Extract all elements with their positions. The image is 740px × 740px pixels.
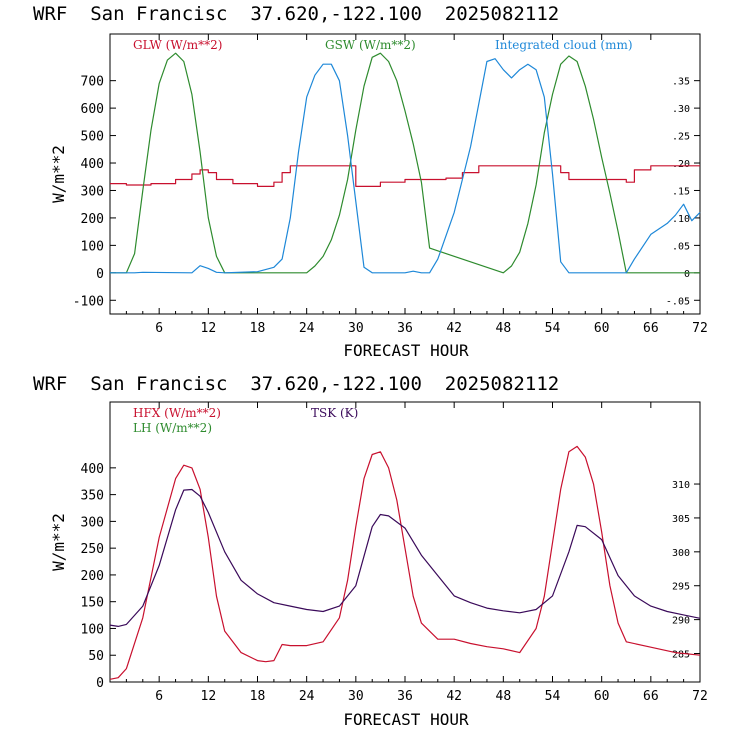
y-tick-label: 250 xyxy=(81,542,104,557)
x-tick-label: 6 xyxy=(155,689,163,704)
x-tick-label: 72 xyxy=(692,689,708,704)
x-tick-label: 66 xyxy=(643,321,659,336)
y-tick-label: 500 xyxy=(81,130,104,145)
y2-tick-label: 295 xyxy=(672,582,690,593)
y-tick-label: 200 xyxy=(81,212,104,227)
legend-gsw: GSW (W/m**2) xyxy=(325,38,416,52)
y2-tick-label: .20 xyxy=(672,159,690,170)
chart-2-header: WRF San Francisc 37.620,-122.100 2025082… xyxy=(33,373,559,395)
y-tick-label: 300 xyxy=(81,515,104,530)
legend-glw: GLW (W/m**2) xyxy=(133,38,222,52)
y2-tick-label: 305 xyxy=(672,514,690,525)
y-tick-label: 0 xyxy=(96,676,104,691)
y-tick-label: 150 xyxy=(81,596,104,611)
x-tick-label: 18 xyxy=(250,689,266,704)
y2-tick-label: .15 xyxy=(672,186,690,197)
x-tick-label: 48 xyxy=(496,689,512,704)
y-tick-label: 350 xyxy=(81,489,104,504)
y2-tick-label: .05 xyxy=(672,241,690,252)
chart-1-series xyxy=(110,52,701,274)
y2-tick-label: 0 xyxy=(684,269,690,280)
chart-2-plot-frame xyxy=(109,401,701,683)
y2-tick-label: .10 xyxy=(672,214,690,225)
x-tick-label: 24 xyxy=(299,689,315,704)
chart-1-x-axis-label: FORECAST HOUR xyxy=(343,341,469,360)
x-tick-label: 36 xyxy=(397,321,413,336)
x-tick-label: 42 xyxy=(446,321,462,336)
x-tick-label: 12 xyxy=(201,689,217,704)
chart-1-header: WRF San Francisc 37.620,-122.100 2025082… xyxy=(33,3,559,25)
chart-1: WRF San Francisc 37.620,-122.100 2025082… xyxy=(33,3,708,360)
chart-2-x-axis-label: FORECAST HOUR xyxy=(343,710,469,729)
y2-tick-label: 285 xyxy=(672,650,690,661)
y-tick-label: 100 xyxy=(81,239,104,254)
chart-1-y-axis-label: W/m**2 xyxy=(49,145,68,203)
chart-1-axes: 6 12 18 24 30 36 42 48 54 60 66 72 -100 0 100 200 300 400… xyxy=(73,34,708,336)
chart-2-y-axis-label: W/m**2 xyxy=(49,513,68,571)
chart-2: WRF San Francisc 37.620,-122.100 2025082… xyxy=(33,373,708,729)
x-tick-label: 18 xyxy=(250,321,266,336)
y-tick-label: 200 xyxy=(81,569,104,584)
y-tick-label: 400 xyxy=(81,462,104,477)
x-tick-label: 30 xyxy=(348,689,364,704)
y-tick-label: 700 xyxy=(81,75,104,90)
x-tick-label: 12 xyxy=(201,321,217,336)
x-tick-label: 6 xyxy=(155,321,163,336)
chart-2-axes: 6 12 18 24 30 36 42 48 54 60 66 72 0 50 100 150 200 250 30… xyxy=(81,402,708,704)
y-tick-label: 400 xyxy=(81,157,104,172)
series-line-gsw-w-m-2 xyxy=(110,52,700,274)
x-tick-label: 30 xyxy=(348,321,364,336)
y-tick-label: -100 xyxy=(73,294,104,309)
x-tick-label: 42 xyxy=(446,689,462,704)
series-line-integrated-cloud-mm xyxy=(110,58,701,274)
y-tick-label: 300 xyxy=(81,184,104,199)
y2-tick-label: .35 xyxy=(672,77,690,88)
y2-tick-label: 300 xyxy=(672,548,690,559)
y-tick-label: 0 xyxy=(96,267,104,282)
y2-tick-label: .25 xyxy=(672,132,690,143)
y2-tick-label: -.05 xyxy=(666,296,690,307)
x-tick-label: 60 xyxy=(594,321,610,336)
y-tick-label: 50 xyxy=(88,649,104,664)
series-line-glw-w-m-2 xyxy=(110,165,700,187)
x-tick-label: 48 xyxy=(496,321,512,336)
legend-integrated-cloud: Integrated cloud (mm) xyxy=(495,38,633,52)
y2-tick-label: .30 xyxy=(672,104,690,115)
x-tick-label: 54 xyxy=(545,689,561,704)
y2-tick-label: 290 xyxy=(672,616,690,627)
x-tick-label: 24 xyxy=(299,321,315,336)
y2-tick-label: 310 xyxy=(672,480,690,491)
x-tick-label: 72 xyxy=(692,321,708,336)
y-tick-label: 600 xyxy=(81,102,104,117)
legend-lh: LH (W/m**2) xyxy=(133,421,212,435)
legend-tsk: TSK (K) xyxy=(311,406,358,420)
x-tick-label: 54 xyxy=(545,321,561,336)
series-line-hfx-w-m-2 xyxy=(109,445,701,680)
x-tick-label: 36 xyxy=(397,689,413,704)
y-tick-label: 100 xyxy=(81,622,104,637)
x-tick-label: 66 xyxy=(643,689,659,704)
x-tick-label: 60 xyxy=(594,689,610,704)
chart-2-series xyxy=(109,445,701,680)
legend-hfx: HFX (W/m**2) xyxy=(133,406,221,420)
series-line-tsk-k xyxy=(109,488,701,627)
